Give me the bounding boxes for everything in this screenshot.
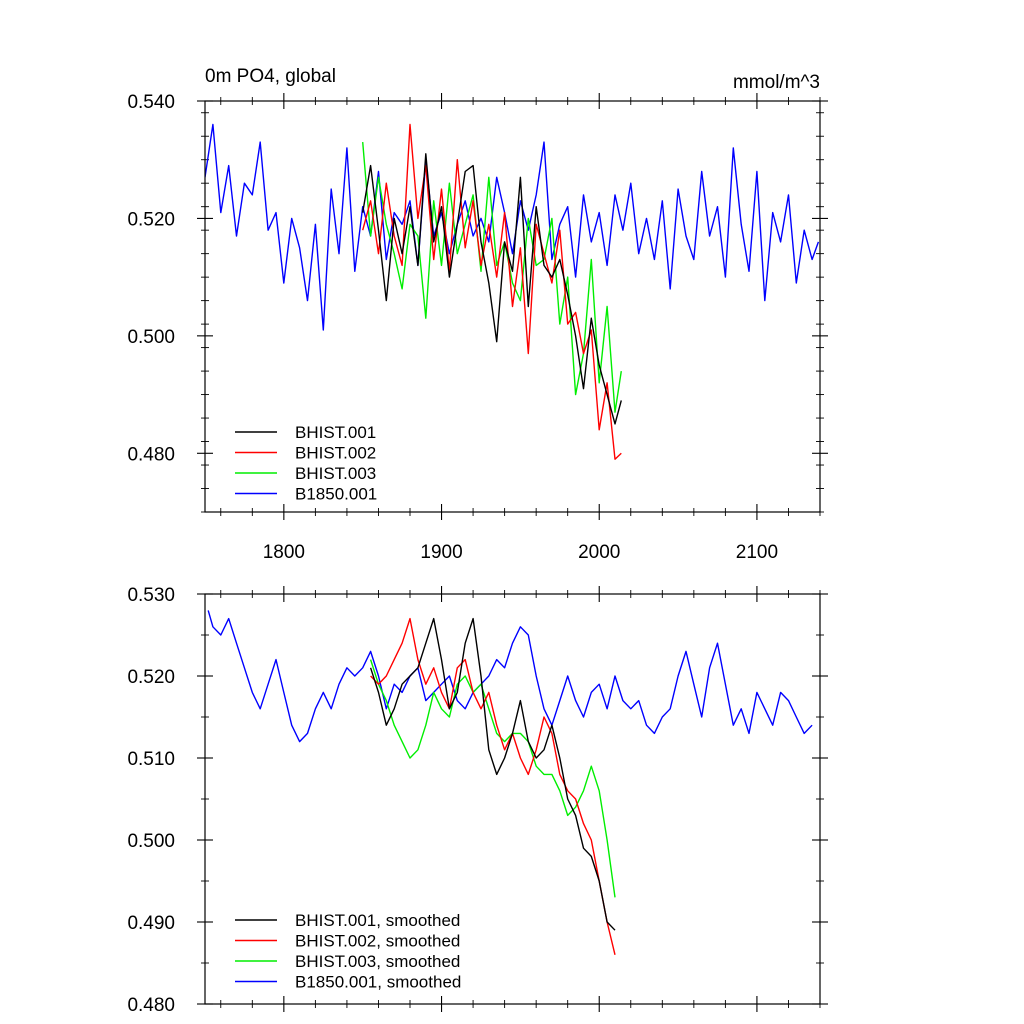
bottom-chart-ticks: 0.480 0.490 0.500 0.510 0.520 0.530 [127,585,828,1016]
y-tick-label: 0.500 [127,831,175,852]
x-tick-label: 1800 [263,542,305,563]
chart-title: 0m PO4, global [205,66,336,87]
chart-units: mmol/m^3 [733,72,820,93]
legend-label: B1850.001 [295,485,377,504]
legend-label: B1850.001, smoothed [295,973,461,992]
series-line-bhist-001 [362,153,622,425]
x-tick-label: 2100 [736,542,778,563]
bottom-chart-lines [207,610,813,955]
legend-label: BHIST.001 [295,423,376,442]
top-chart-lines [205,123,820,460]
series-line-bhist-001-smoothed [369,617,616,931]
series-line-b1850-001 [205,123,820,331]
y-tick-label: 0.490 [127,913,175,934]
series-line-bhist-002 [362,123,622,460]
top-chart-frame [204,100,821,513]
bottom-chart-frame [204,593,821,1005]
y-tick-label: 0.520 [127,209,175,230]
series-line-bhist-003 [362,142,622,413]
bottom-chart-legend: BHIST.001, smoothed BHIST.002, smoothedBH… [235,911,461,992]
y-tick-label: 0.500 [127,327,175,348]
top-chart-ticks: 0.480 0.500 0.520 0.540 1800 1900 2000 2100 [127,92,828,563]
y-tick-label: 0.480 [127,444,175,465]
legend-label: BHIST.003 [295,464,376,483]
y-tick-label: 0.480 [127,995,175,1016]
legend-label: BHIST.003, smoothed [295,952,460,971]
x-tick-label: 2000 [578,542,620,563]
x-tick-label: 1900 [420,542,462,563]
y-tick-label: 0.520 [127,667,175,688]
series-line-b1850-001-smoothed [207,610,813,743]
bottom-chart-panel: 0.480 0.490 0.500 0.510 0.520 0.530 BHIST.001… [127,585,828,1016]
legend-label: BHIST.001, smoothed [295,911,460,930]
series-line-bhist-002-smoothed [370,617,616,955]
legend-label: BHIST.002, smoothed [295,932,460,951]
top-chart-panel: 0m PO4, global mmol/m^3 0.4800.5000.5200… [127,66,828,563]
legend-label: BHIST.002 [295,444,376,463]
y-tick-label: 0.540 [127,92,175,113]
series-line-bhist-003-smoothed [369,659,616,898]
y-tick-label: 0.530 [127,585,175,606]
y-tick-label: 0.510 [127,749,175,770]
